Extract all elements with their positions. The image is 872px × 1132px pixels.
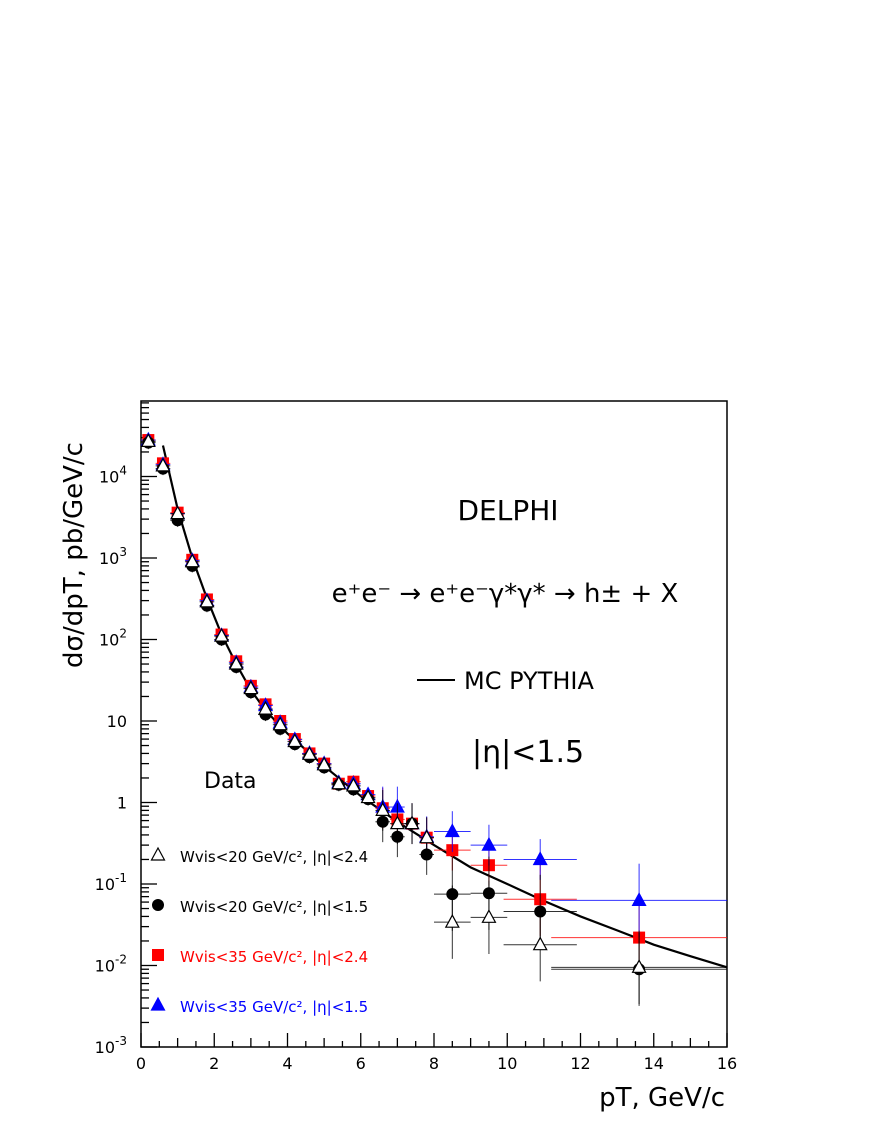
legend-label: Wvis<35 GeV/c², |η|<1.5: [180, 998, 368, 1016]
y-tick-label: 10-1: [95, 871, 127, 894]
data-point: [631, 892, 647, 906]
data-point: [199, 593, 215, 608]
data-point: [631, 959, 647, 973]
x-tick-label: 6: [356, 1054, 366, 1073]
y-tick-label: 10: [107, 712, 127, 731]
data-point: [532, 936, 548, 951]
legend-marker: [150, 846, 166, 861]
data-point: [532, 851, 548, 866]
data-point: [301, 746, 317, 760]
legend-marker: [152, 949, 164, 961]
y-axis-label: dσ/dpT, pb/GeV/c: [59, 442, 89, 668]
data-point: [316, 756, 332, 771]
data-point: [345, 777, 361, 792]
data-point: [155, 457, 171, 472]
data-point: [140, 433, 156, 447]
x-axis-label: pT, GeV/c: [599, 1083, 725, 1113]
experiment-label: DELPHI: [457, 494, 558, 527]
x-tick-label: 14: [644, 1054, 664, 1073]
x-tick-label: 4: [282, 1054, 292, 1073]
y-tick-label: 102: [99, 627, 127, 650]
x-tick-label: 10: [497, 1054, 517, 1073]
x-tick-label: 12: [570, 1054, 590, 1073]
data-point: [444, 823, 460, 838]
data-point: [258, 700, 274, 715]
data-point: [481, 836, 497, 851]
data-point: [287, 733, 303, 748]
legend-label: Wvis<20 GeV/c², |η|<1.5: [180, 898, 368, 916]
x-tick-label: 0: [136, 1054, 146, 1073]
data-point: [184, 553, 200, 568]
data-point: [243, 680, 259, 695]
data-point: [331, 775, 347, 790]
y-tick-label: 103: [99, 545, 127, 568]
process-label: e⁺e⁻ → e⁺e⁻γ*γ* → h± + X: [332, 579, 679, 609]
data-point: [419, 829, 435, 844]
data-point: [170, 505, 186, 520]
legend-label: Wvis<20 GeV/c², |η|<2.4: [180, 848, 368, 866]
data-point: [228, 655, 244, 670]
legend-marker: [152, 899, 164, 911]
data-point: [272, 716, 288, 731]
legend-label: Wvis<35 GeV/c², |η|<2.4: [180, 948, 368, 966]
data-point: [404, 815, 420, 830]
data-point: [389, 815, 405, 830]
y-tick-label: 104: [99, 464, 127, 487]
cut-label: |η|<1.5: [472, 735, 584, 770]
x-tick-label: 2: [209, 1054, 219, 1073]
mc-legend-label: MC PYTHIA: [464, 667, 594, 695]
data-point: [214, 627, 230, 642]
legend-marker: [150, 996, 166, 1011]
data-point: [360, 789, 376, 804]
mc-curve: [161, 445, 728, 969]
data-point: [481, 909, 497, 923]
data-point: [375, 802, 391, 816]
x-tick-label: 16: [717, 1054, 737, 1073]
y-tick-label: 10-2: [95, 953, 127, 976]
data-point: [444, 913, 460, 928]
data-label: Data: [204, 769, 257, 794]
y-tick-label: 10-3: [95, 1034, 127, 1057]
x-tick-label: 8: [429, 1054, 439, 1073]
y-tick-label: 1: [117, 794, 127, 813]
